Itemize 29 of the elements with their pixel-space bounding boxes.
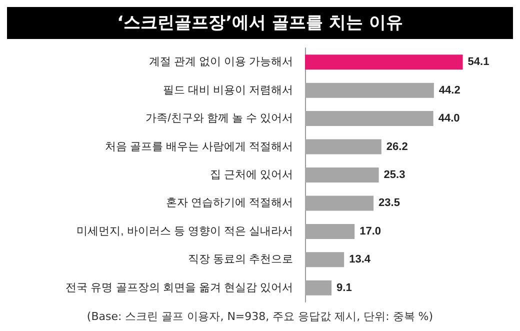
y-tick-label: 전국 유명 골프장의 회면을 옮겨 현실감 있어서 (66, 282, 293, 294)
bar (305, 111, 434, 126)
y-tick-label: 혼자 연습하기에 적절해서 (166, 197, 293, 210)
bar (305, 196, 374, 211)
data-label: 17.0 (360, 225, 382, 238)
data-label: 44.0 (438, 112, 460, 125)
y-tick-label: 가족/친구와 함께 놀 수 있어서 (146, 112, 293, 125)
y-tick-label: 미세먼지, 바이러스 등 영향이 적은 실내라서 (76, 225, 293, 238)
y-tick-label: 필드 대비 비용이 저렴해서 (162, 84, 293, 96)
bar (305, 82, 434, 98)
y-tick-label: 집 근처에 있어서 (210, 169, 293, 181)
bar (305, 139, 382, 154)
bar (305, 224, 355, 239)
chart-title: ‘스크린골프장’에서 골프를 치는 이유 (7, 7, 513, 39)
y-tick-label: 계절 관계 없이 이용 가능해서 (148, 56, 293, 68)
bar (305, 252, 344, 268)
text: (Base: 스크린 골프 이용자, N=938, 주요 응답값 제시, 단위: 중복 %) (86, 309, 434, 324)
bar (305, 168, 379, 182)
bar (305, 280, 332, 296)
data-label: 25.3 (384, 169, 406, 181)
bar (305, 54, 463, 70)
data-label: 54.1 (468, 56, 490, 68)
data-label: 44.2 (438, 84, 460, 96)
data-label: 23.5 (378, 197, 400, 210)
data-label: 9.1 (336, 282, 352, 294)
data-label: 13.4 (349, 254, 372, 266)
y-tick-label: 처음 골프를 배우는 사람에게 적절해서 (104, 140, 293, 153)
data-label: 26.2 (386, 140, 408, 153)
y-tick-label: 직장 동료의 추천으로 (188, 254, 293, 266)
